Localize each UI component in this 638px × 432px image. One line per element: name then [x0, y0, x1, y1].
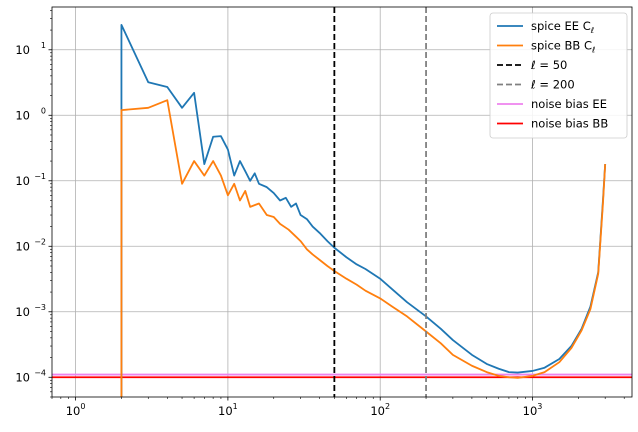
legend: spice EE Cℓ spice BB Cℓ ℓ = 50 ℓ = 200 noise… [490, 13, 627, 138]
y-tick-label: 10 −2 [15, 237, 46, 253]
x-tick-label: 102 [370, 402, 390, 418]
x-tick-label: 103 [523, 402, 543, 418]
legend-label: noise bias BB [531, 117, 608, 131]
y-tick-label: 10 1 [15, 41, 46, 57]
legend-label: spice EE Cℓ [531, 19, 594, 35]
y-tick-label: 10 −4 [15, 368, 46, 384]
y-tick-label: 10 −3 [15, 303, 46, 319]
x-tick-label: 100 [66, 402, 86, 418]
legend-label: spice BB Cℓ [531, 39, 595, 55]
legend-label: noise bias EE [531, 97, 607, 111]
y-tick-label: 10 −1 [15, 172, 46, 188]
x-tick-label: 101 [218, 402, 238, 418]
legend-label: ℓ = 200 [530, 78, 575, 92]
x-axis: 100 101 102 103 [52, 397, 624, 418]
y-tick-label: 10 0 [15, 106, 46, 122]
legend-label: ℓ = 50 [530, 58, 567, 72]
